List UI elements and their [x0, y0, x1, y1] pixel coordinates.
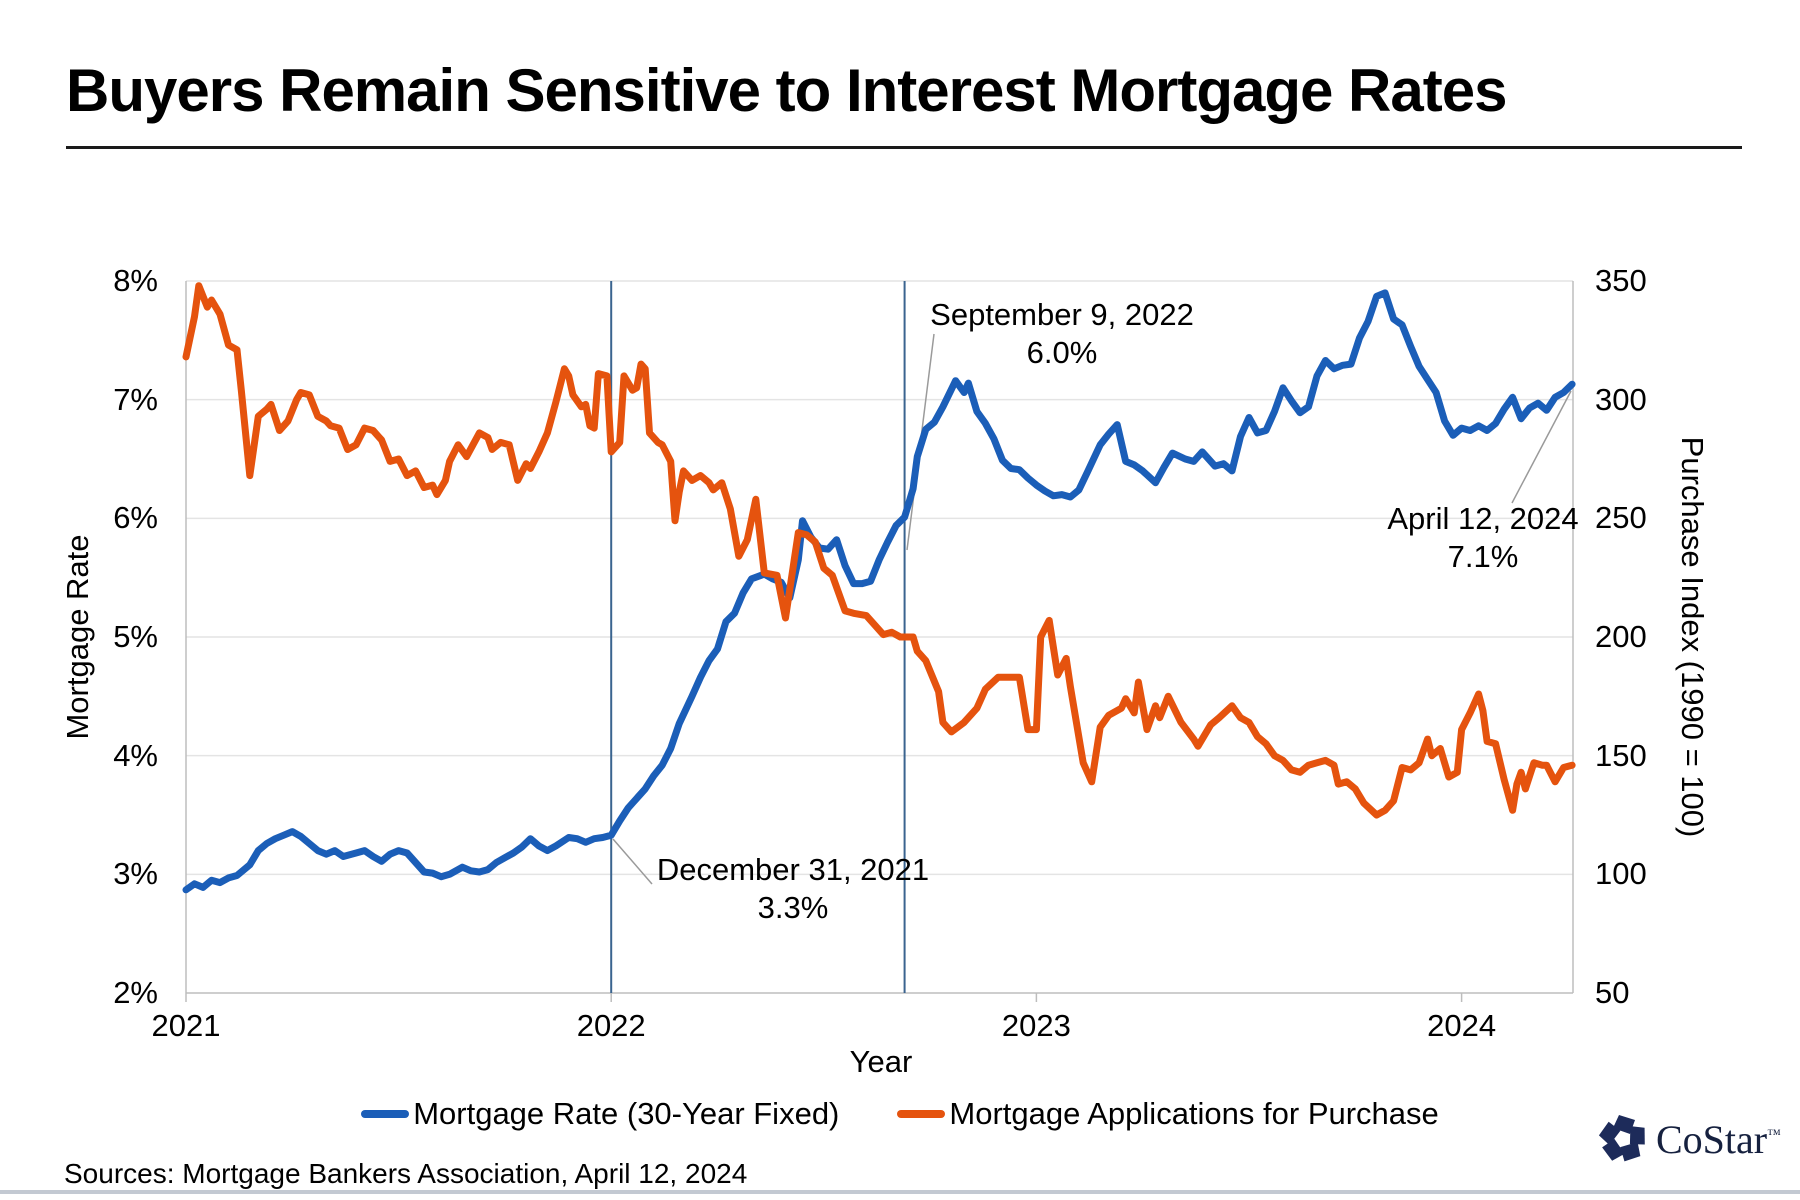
annotation-september-2022: September 9, 2022 6.0% [882, 296, 1242, 372]
y-left-tick-label: 5% [113, 619, 158, 654]
annotation-leader-line [1511, 390, 1572, 504]
y-right-tick-label: 250 [1595, 500, 1647, 536]
x-axis-title: Year [849, 1044, 913, 1079]
y-left-tick-label: 7% [113, 381, 158, 417]
x-tick-label: 2024 [1427, 1008, 1497, 1043]
footer-divider [0, 1190, 1800, 1194]
annotation-leader-line [612, 838, 653, 885]
y-right-tick-label: 300 [1595, 381, 1647, 417]
x-tick-label: 2022 [576, 1008, 646, 1043]
annotation-april-2024: April 12, 2024 7.1% [1303, 500, 1663, 576]
mortgage-rate-line-swatch [361, 1110, 410, 1118]
annotation-december-2021: December 31, 2021 3.3% [613, 851, 973, 927]
y-right-tick-label: 350 [1595, 263, 1647, 298]
y-left-tick-label: 3% [113, 856, 158, 892]
applications-line-swatch [897, 1110, 946, 1118]
y-left-tick-label: 2% [113, 975, 158, 1010]
y-left-tick-label: 8% [113, 263, 158, 298]
title-underline [66, 146, 1742, 149]
costar-logo: CoStar™ [1598, 1114, 1781, 1164]
annotation-date: December 31, 2021 [656, 852, 930, 887]
y-left-tick-label: 4% [113, 737, 158, 773]
chart-title: Buyers Remain Sensitive to Interest Mort… [66, 57, 1507, 124]
annotation-value: 3.3% [757, 890, 829, 925]
costar-star-icon [1598, 1115, 1648, 1164]
x-tick-label: 2021 [151, 1008, 221, 1043]
annotation-date: April 12, 2024 [1387, 501, 1579, 536]
annotation-date: September 9, 2022 [930, 297, 1194, 332]
series-line-applications [182, 282, 1576, 819]
legend-item-applications: Mortgage Applications for Purchase [897, 1096, 1439, 1132]
legend-item-mortgage-rate: Mortgage Rate (30-Year Fixed) [361, 1096, 839, 1132]
y-right-tick-label: 50 [1595, 975, 1630, 1010]
y-axis-right-tick-labels: 350 300 250 200 150 100 50 [1595, 0, 1705, 1200]
legend-label: Mortgage Rate (30-Year Fixed) [413, 1096, 840, 1131]
y-right-tick-label: 100 [1595, 856, 1647, 892]
costar-wordmark: CoStar™ [1656, 1116, 1781, 1162]
annotation-value: 7.1% [1447, 539, 1519, 574]
legend-label: Mortgage Applications for Purchase [949, 1096, 1439, 1131]
y-right-tick-label: 150 [1595, 737, 1647, 773]
y-axis-left-title: Mortgage Rate [60, 534, 95, 740]
trademark-symbol: ™ [1767, 1127, 1781, 1143]
legend: Mortgage Rate (30-Year Fixed) Mortgage A… [0, 1096, 1800, 1132]
annotation-value: 6.0% [1026, 335, 1098, 370]
y-axis-left-tick-labels: 8% 7% 6% 5% 4% 3% 2% [58, 0, 158, 1200]
y-axis-right-title: Purchase Index (1990 = 100) [1675, 436, 1710, 838]
y-left-tick-label: 6% [113, 500, 158, 536]
x-tick-label: 2023 [1001, 1008, 1071, 1043]
sources-note: Sources: Mortgage Bankers Association, A… [64, 1158, 748, 1189]
y-right-tick-label: 200 [1595, 619, 1647, 654]
series-line-mortgage-rate [182, 289, 1576, 894]
